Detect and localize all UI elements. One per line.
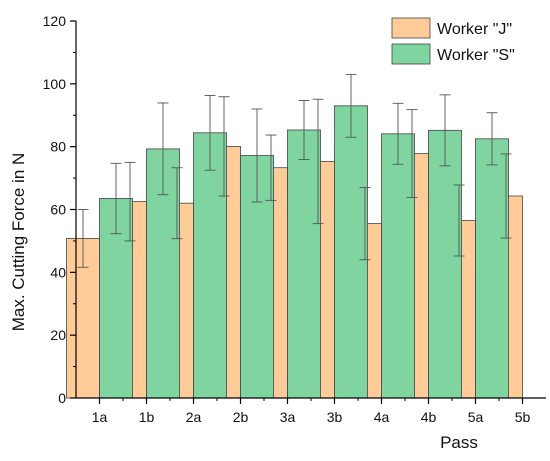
series-1-errorbar-2b bbox=[218, 96, 230, 197]
y-axis-label: Max. Cutting Force in N bbox=[9, 153, 28, 332]
x-tick-label-1b: 1b bbox=[139, 409, 155, 425]
y-tick-label-100: 100 bbox=[43, 76, 67, 92]
bars-layer bbox=[66, 105, 523, 399]
series-1-errorbar-3b bbox=[312, 98, 324, 225]
legend-swatch-1 bbox=[391, 17, 431, 39]
series-2-bar-3b bbox=[334, 105, 368, 399]
series-2-errorbar-5a bbox=[486, 112, 498, 166]
y-tick-label-40: 40 bbox=[50, 264, 66, 280]
x-axis-label: Pass bbox=[440, 433, 478, 452]
x-tick-label-2a: 2a bbox=[186, 409, 202, 425]
y-tick-label-20: 20 bbox=[50, 327, 66, 343]
series-2-bar-5a bbox=[475, 138, 509, 399]
series-1-errorbar-1a bbox=[77, 209, 89, 268]
x-tick-label-3a: 3a bbox=[280, 409, 296, 425]
series-2-errorbar-3a bbox=[298, 100, 310, 160]
series-2-errorbar-2b bbox=[251, 108, 263, 203]
x-tick-label-4b: 4b bbox=[421, 409, 437, 425]
x-tick-label-5a: 5a bbox=[468, 409, 484, 425]
x-tick-label-4a: 4a bbox=[374, 409, 390, 425]
legend-label-2: Worker "S" bbox=[437, 47, 515, 64]
series-1-errorbar-4a bbox=[359, 187, 371, 261]
y-tick-label-120: 120 bbox=[43, 13, 67, 29]
series-2-errorbar-2a bbox=[204, 95, 216, 171]
axes-layer: 0 20 40 60 80 100 120 1a 1b 2a 2b 3a 3b 4a 4b 5a 5b bbox=[43, 13, 546, 425]
series-2-errorbar-1b bbox=[157, 102, 169, 196]
legend-swatch-2 bbox=[391, 43, 431, 65]
series-2-errorbar-3b bbox=[345, 73, 357, 138]
series-2-errorbar-4a bbox=[392, 102, 404, 165]
x-tick-label-2b: 2b bbox=[233, 409, 249, 425]
y-tick-label-80: 80 bbox=[50, 139, 66, 155]
series-2-bar-4a bbox=[381, 133, 415, 399]
series-1-errorbar-1b bbox=[124, 161, 136, 242]
series-1-errorbar-4b bbox=[406, 109, 418, 199]
x-tick-label-5b: 5b bbox=[515, 409, 531, 425]
error-bars-layer bbox=[77, 73, 512, 268]
x-tick-label-3b: 3b bbox=[327, 409, 343, 425]
x-tick-label-1a: 1a bbox=[92, 409, 108, 425]
series-2-errorbar-1a bbox=[110, 162, 122, 235]
legend: Worker "J" Worker "S" bbox=[391, 17, 515, 65]
series-1-errorbar-2a bbox=[171, 167, 183, 240]
series-1-errorbar-5a bbox=[453, 184, 465, 257]
series-2-bar-4b bbox=[428, 129, 462, 399]
series-1-errorbar-5b bbox=[500, 153, 512, 239]
series-2-errorbar-4b bbox=[439, 94, 451, 167]
y-tick-label-60: 60 bbox=[50, 202, 66, 218]
y-tick-label-0: 0 bbox=[58, 390, 66, 406]
series-2-bar-2a bbox=[193, 132, 227, 399]
series-1-errorbar-3a bbox=[265, 134, 277, 201]
series-2-bar-3a bbox=[287, 129, 321, 399]
legend-label-1: Worker "J" bbox=[437, 21, 512, 38]
